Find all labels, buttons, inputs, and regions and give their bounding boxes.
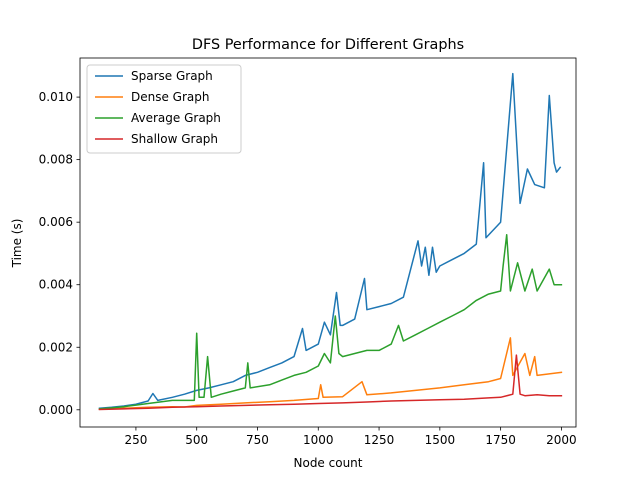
- legend-label: Dense Graph: [131, 90, 210, 104]
- chart-title: DFS Performance for Different Graphs: [192, 37, 464, 53]
- series-line-average-graph: [98, 233, 563, 410]
- legend-label: Average Graph: [131, 111, 221, 125]
- x-tick-label: 1000: [303, 433, 334, 447]
- axes-frame: [79, 57, 577, 428]
- legend-box: [86, 64, 242, 154]
- legend-label: Sparse Graph: [131, 69, 213, 83]
- y-tick-label: 0.006: [39, 215, 73, 229]
- x-tick-label: 750: [246, 433, 269, 447]
- y-tick-label: 0.002: [39, 340, 73, 354]
- x-tick-label: 250: [124, 433, 147, 447]
- series-line-dense-graph: [98, 337, 563, 410]
- y-tick-label: 0.008: [39, 153, 73, 167]
- x-tick-label: 500: [185, 433, 208, 447]
- legend-label: Shallow Graph: [131, 132, 218, 146]
- series-line-shallow-graph: [98, 354, 563, 411]
- y-axis-label: Time (s): [10, 219, 24, 269]
- plot-area: 250 500 750 1000 1250 1500 1750 2000 0.000 0.002 0…: [39, 57, 577, 447]
- x-tick-label: 1250: [364, 433, 395, 447]
- x-tick-label: 1750: [485, 433, 516, 447]
- x-axis-label: Node count: [294, 456, 363, 470]
- y-tick-label: 0.000: [39, 403, 73, 417]
- legend: Sparse Graph Dense Graph Average Graph Shal…: [86, 64, 242, 154]
- y-tick-label: 0.010: [39, 90, 73, 104]
- x-tick-label: 1500: [425, 433, 456, 447]
- y-tick-label: 0.004: [39, 278, 73, 292]
- x-tick-label: 2000: [546, 433, 577, 447]
